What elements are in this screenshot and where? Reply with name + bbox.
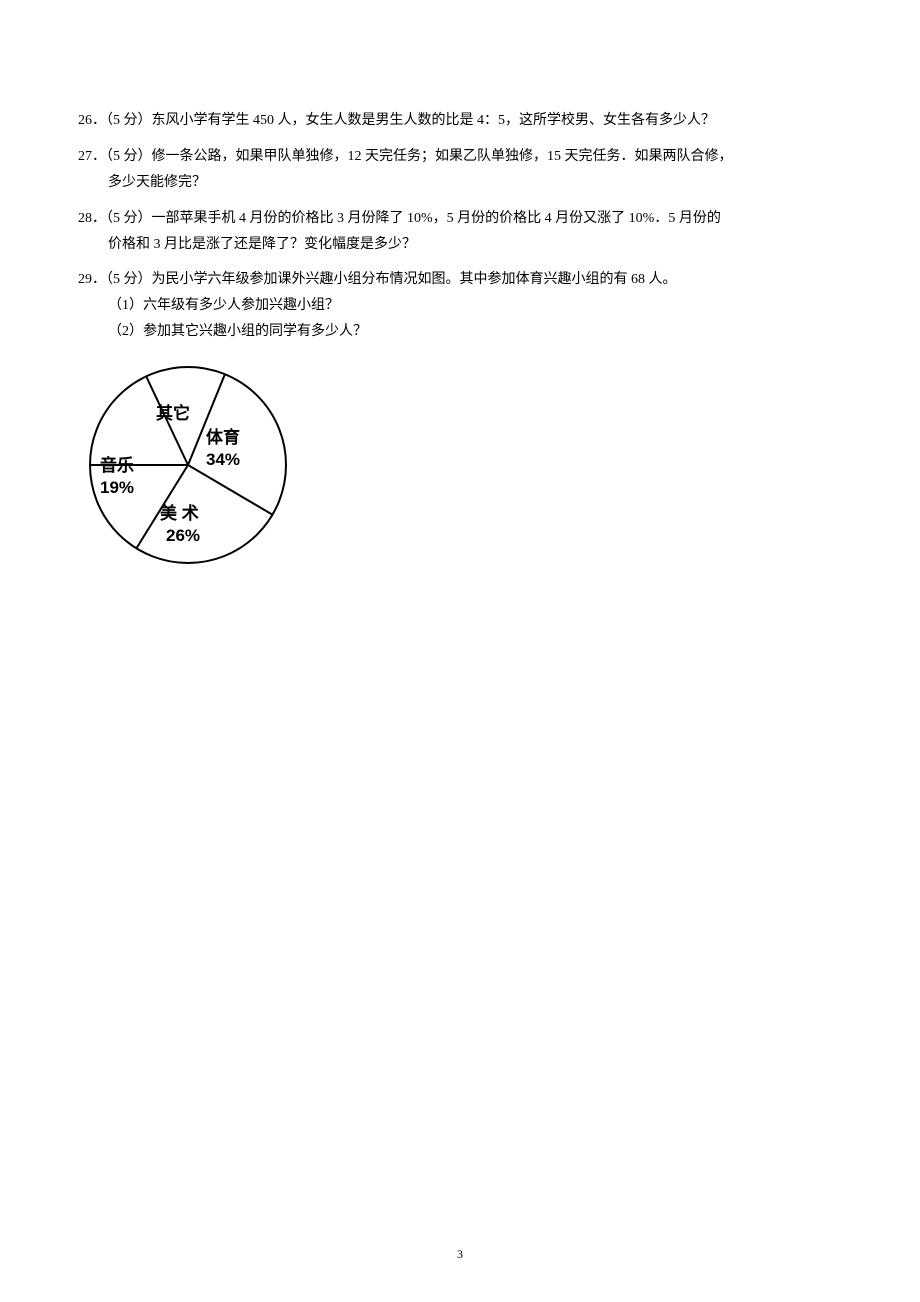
question-body: 一部苹果手机 4 月份的价格比 3 月份降了 10%，5 月份的价格比 4 月份…	[152, 211, 721, 226]
question-28: 28．（5 分）一部苹果手机 4 月份的价格比 3 月份降了 10%，5 月份的…	[78, 206, 842, 258]
question-29-sub1: （1）六年级有多少人参加兴趣小组？	[78, 293, 842, 319]
question-26-text: 26．（5 分）东风小学有学生 450 人，女生人数是男生人数的比是 4：5，这…	[78, 108, 842, 134]
question-27-line2: 多少天能修完？	[78, 170, 842, 196]
svg-text:26%: 26%	[166, 526, 200, 545]
svg-text:34%: 34%	[206, 450, 240, 469]
question-points: （5 分）	[106, 149, 152, 164]
question-points: （5 分）	[106, 272, 152, 287]
question-28-line1: 28．（5 分）一部苹果手机 4 月份的价格比 3 月份降了 10%，5 月份的…	[78, 206, 842, 232]
question-number: 26．	[78, 113, 106, 128]
question-number: 27．	[78, 149, 106, 164]
question-27: 27．（5 分）修一条公路，如果甲队单独修，12 天完任务；如果乙队单独修，15…	[78, 144, 842, 196]
question-body: 修一条公路，如果甲队单独修，12 天完任务；如果乙队单独修，15 天完任务．如果…	[152, 149, 733, 164]
question-points: （5 分）	[106, 113, 152, 128]
svg-text:音乐: 音乐	[100, 455, 134, 475]
question-29-sub2: （2）参加其它兴趣小组的同学有多少人？	[78, 319, 842, 345]
question-29-text: 29．（5 分）为民小学六年级参加课外兴趣小组分布情况如图。其中参加体育兴趣小组…	[78, 267, 842, 293]
question-29: 29．（5 分）为民小学六年级参加课外兴趣小组分布情况如图。其中参加体育兴趣小组…	[78, 267, 842, 345]
question-26: 26．（5 分）东风小学有学生 450 人，女生人数是男生人数的比是 4：5，这…	[78, 108, 842, 134]
page-number: 3	[457, 1247, 463, 1262]
svg-text:19%: 19%	[100, 478, 134, 497]
pie-chart-container: 其它体育 34% 音乐 19% 美 术 26%	[78, 357, 842, 580]
pie-chart: 其它体育 34% 音乐 19% 美 术 26%	[78, 357, 288, 575]
question-points: （5 分）	[106, 211, 152, 226]
svg-text:美 术: 美 术	[160, 503, 199, 523]
question-body: 东风小学有学生 450 人，女生人数是男生人数的比是 4：5，这所学校男、女生各…	[152, 113, 716, 128]
question-28-line2: 价格和 3 月比是涨了还是降了？变化幅度是多少？	[78, 232, 842, 258]
question-body: 为民小学六年级参加课外兴趣小组分布情况如图。其中参加体育兴趣小组的有 68 人。	[152, 272, 677, 287]
svg-text:其它: 其它	[156, 403, 190, 423]
question-number: 29．	[78, 272, 106, 287]
svg-text:体育: 体育	[206, 427, 240, 447]
question-number: 28．	[78, 211, 106, 226]
question-27-line1: 27．（5 分）修一条公路，如果甲队单独修，12 天完任务；如果乙队单独修，15…	[78, 144, 842, 170]
